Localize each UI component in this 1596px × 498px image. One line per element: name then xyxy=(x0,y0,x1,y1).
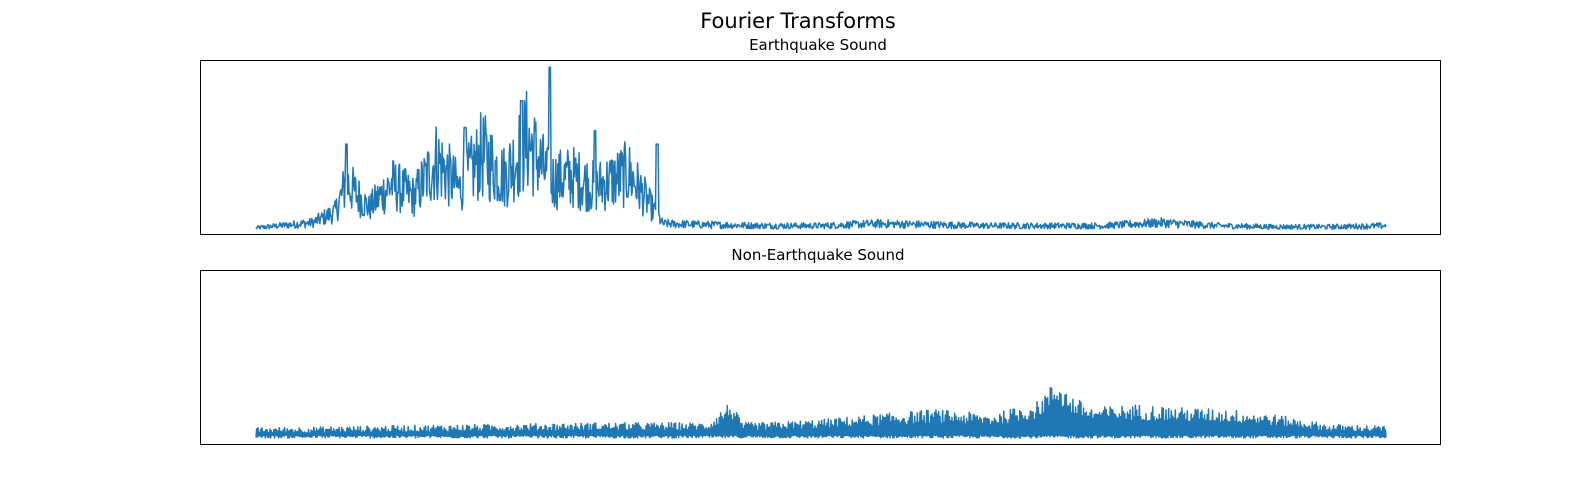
earthquake-sound-title: Earthquake Sound xyxy=(749,36,887,54)
non-earthquake-sound-series-line xyxy=(255,387,1387,439)
earthquake-sound-series-line xyxy=(255,66,1387,231)
figure-title: Fourier Transforms xyxy=(700,9,896,33)
earthquake-sound-axes-frame xyxy=(200,60,1441,235)
earthquake-sound-subplot: Earthquake Sound xyxy=(200,36,1441,235)
non-earthquake-sound-subplot: Non-Earthquake Sound xyxy=(200,246,1441,445)
non-earthquake-sound-title: Non-Earthquake Sound xyxy=(731,246,904,264)
non-earthquake-sound-axes-frame xyxy=(200,270,1441,445)
